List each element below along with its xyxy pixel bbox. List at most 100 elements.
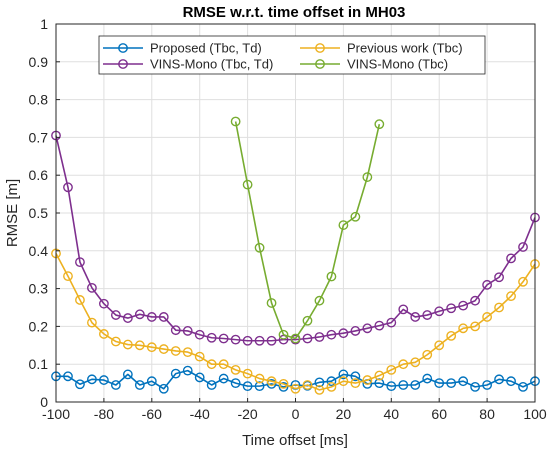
data-point — [314, 377, 325, 388]
data-point — [374, 378, 385, 388]
data-point — [422, 373, 433, 384]
y-tick-label: 0.7 — [29, 129, 49, 145]
data-point — [87, 282, 97, 293]
legend-label: Previous work (Tbc) — [347, 41, 463, 56]
data-point — [206, 380, 217, 390]
legend-label: VINS-Mono (Tbc) — [347, 57, 448, 72]
data-point — [518, 381, 528, 392]
data-point — [122, 369, 133, 380]
data-point — [230, 334, 241, 345]
data-point — [170, 325, 181, 336]
data-point — [314, 332, 325, 342]
data-point — [99, 298, 109, 309]
data-point — [302, 380, 313, 390]
data-point — [182, 326, 193, 336]
data-point — [506, 376, 516, 387]
data-point — [194, 351, 205, 362]
legend-box — [98, 35, 486, 75]
data-point — [230, 364, 241, 375]
data-point — [290, 383, 301, 394]
data-point — [422, 349, 433, 360]
data-point — [242, 179, 253, 190]
data-point — [254, 335, 265, 346]
data-point — [110, 310, 121, 320]
data-point — [146, 376, 157, 387]
data-point — [75, 257, 85, 268]
x-tick-label: 80 — [479, 406, 495, 422]
data-point — [182, 347, 193, 358]
x-tick-label: -60 — [142, 406, 162, 422]
chart-title: RMSE w.r.t. time offset in MH03 — [183, 4, 406, 21]
data-point — [146, 342, 157, 353]
data-point — [206, 359, 217, 370]
y-tick-label: 0 — [40, 394, 48, 410]
data-point — [458, 300, 469, 311]
data-point — [278, 381, 289, 392]
data-point — [410, 312, 421, 322]
data-point — [350, 371, 361, 382]
y-axis-label: RMSE [m] — [4, 179, 21, 247]
x-tick-label: -40 — [190, 406, 210, 422]
data-point — [350, 211, 361, 222]
data-point — [410, 357, 421, 368]
data-point — [386, 381, 397, 392]
data-point — [134, 380, 145, 390]
legend-item-3: VINS-Mono (Tbc) — [300, 57, 448, 72]
data-point — [458, 376, 469, 387]
data-point — [194, 372, 205, 383]
data-point — [75, 295, 85, 305]
data-point — [338, 376, 349, 387]
data-point — [446, 378, 457, 388]
y-tick-label: 1 — [40, 16, 48, 32]
data-point — [290, 333, 301, 344]
data-point — [362, 172, 373, 182]
data-point — [134, 340, 145, 351]
series-line — [234, 121, 381, 340]
data-point — [170, 346, 181, 356]
data-point — [482, 312, 492, 322]
data-point — [230, 116, 241, 127]
data-point — [458, 323, 469, 334]
data-point — [326, 376, 337, 387]
x-tick-label: 0 — [292, 406, 300, 422]
data-point — [278, 378, 289, 389]
data-point — [254, 242, 265, 253]
legend-item-1: Previous work (Tbc) — [300, 41, 463, 56]
data-point — [494, 302, 504, 313]
data-point — [386, 364, 397, 375]
data-point — [494, 374, 504, 385]
series-2 — [51, 130, 540, 346]
data-point — [242, 368, 253, 379]
data-point — [362, 375, 373, 385]
data-point — [506, 291, 516, 302]
ticks: -100 -80 -60 -40 -20 0 20 40 60 80 100 0 0.1 0.2 0.3 0.… — [29, 16, 547, 422]
data-point — [434, 306, 445, 317]
data-point — [146, 312, 157, 322]
series-1 — [51, 248, 540, 395]
data-point — [314, 385, 325, 395]
data-point — [254, 381, 265, 392]
data-point — [158, 344, 169, 354]
x-tick-label: -80 — [94, 406, 114, 422]
data-point — [230, 378, 241, 388]
data-point — [110, 380, 121, 390]
data-point — [446, 303, 457, 314]
data-point — [266, 335, 277, 346]
y-tick-label: 0.8 — [29, 92, 49, 108]
x-tick-label: 100 — [523, 406, 547, 422]
data-point — [482, 380, 492, 390]
data-point — [278, 329, 289, 340]
legend-swatch-marker — [315, 59, 325, 69]
data-point — [362, 323, 373, 334]
data-point — [350, 378, 361, 388]
data-point — [63, 271, 73, 282]
legend-label: Proposed (Tbc, Td) — [150, 41, 262, 56]
data-point — [87, 317, 97, 328]
data-point — [218, 373, 229, 384]
data-point — [63, 182, 73, 193]
data-point — [338, 220, 349, 230]
data-point — [326, 329, 337, 340]
x-axis-label: Time offset [ms] — [242, 432, 348, 449]
data-point — [434, 378, 445, 388]
data-point — [338, 369, 349, 380]
